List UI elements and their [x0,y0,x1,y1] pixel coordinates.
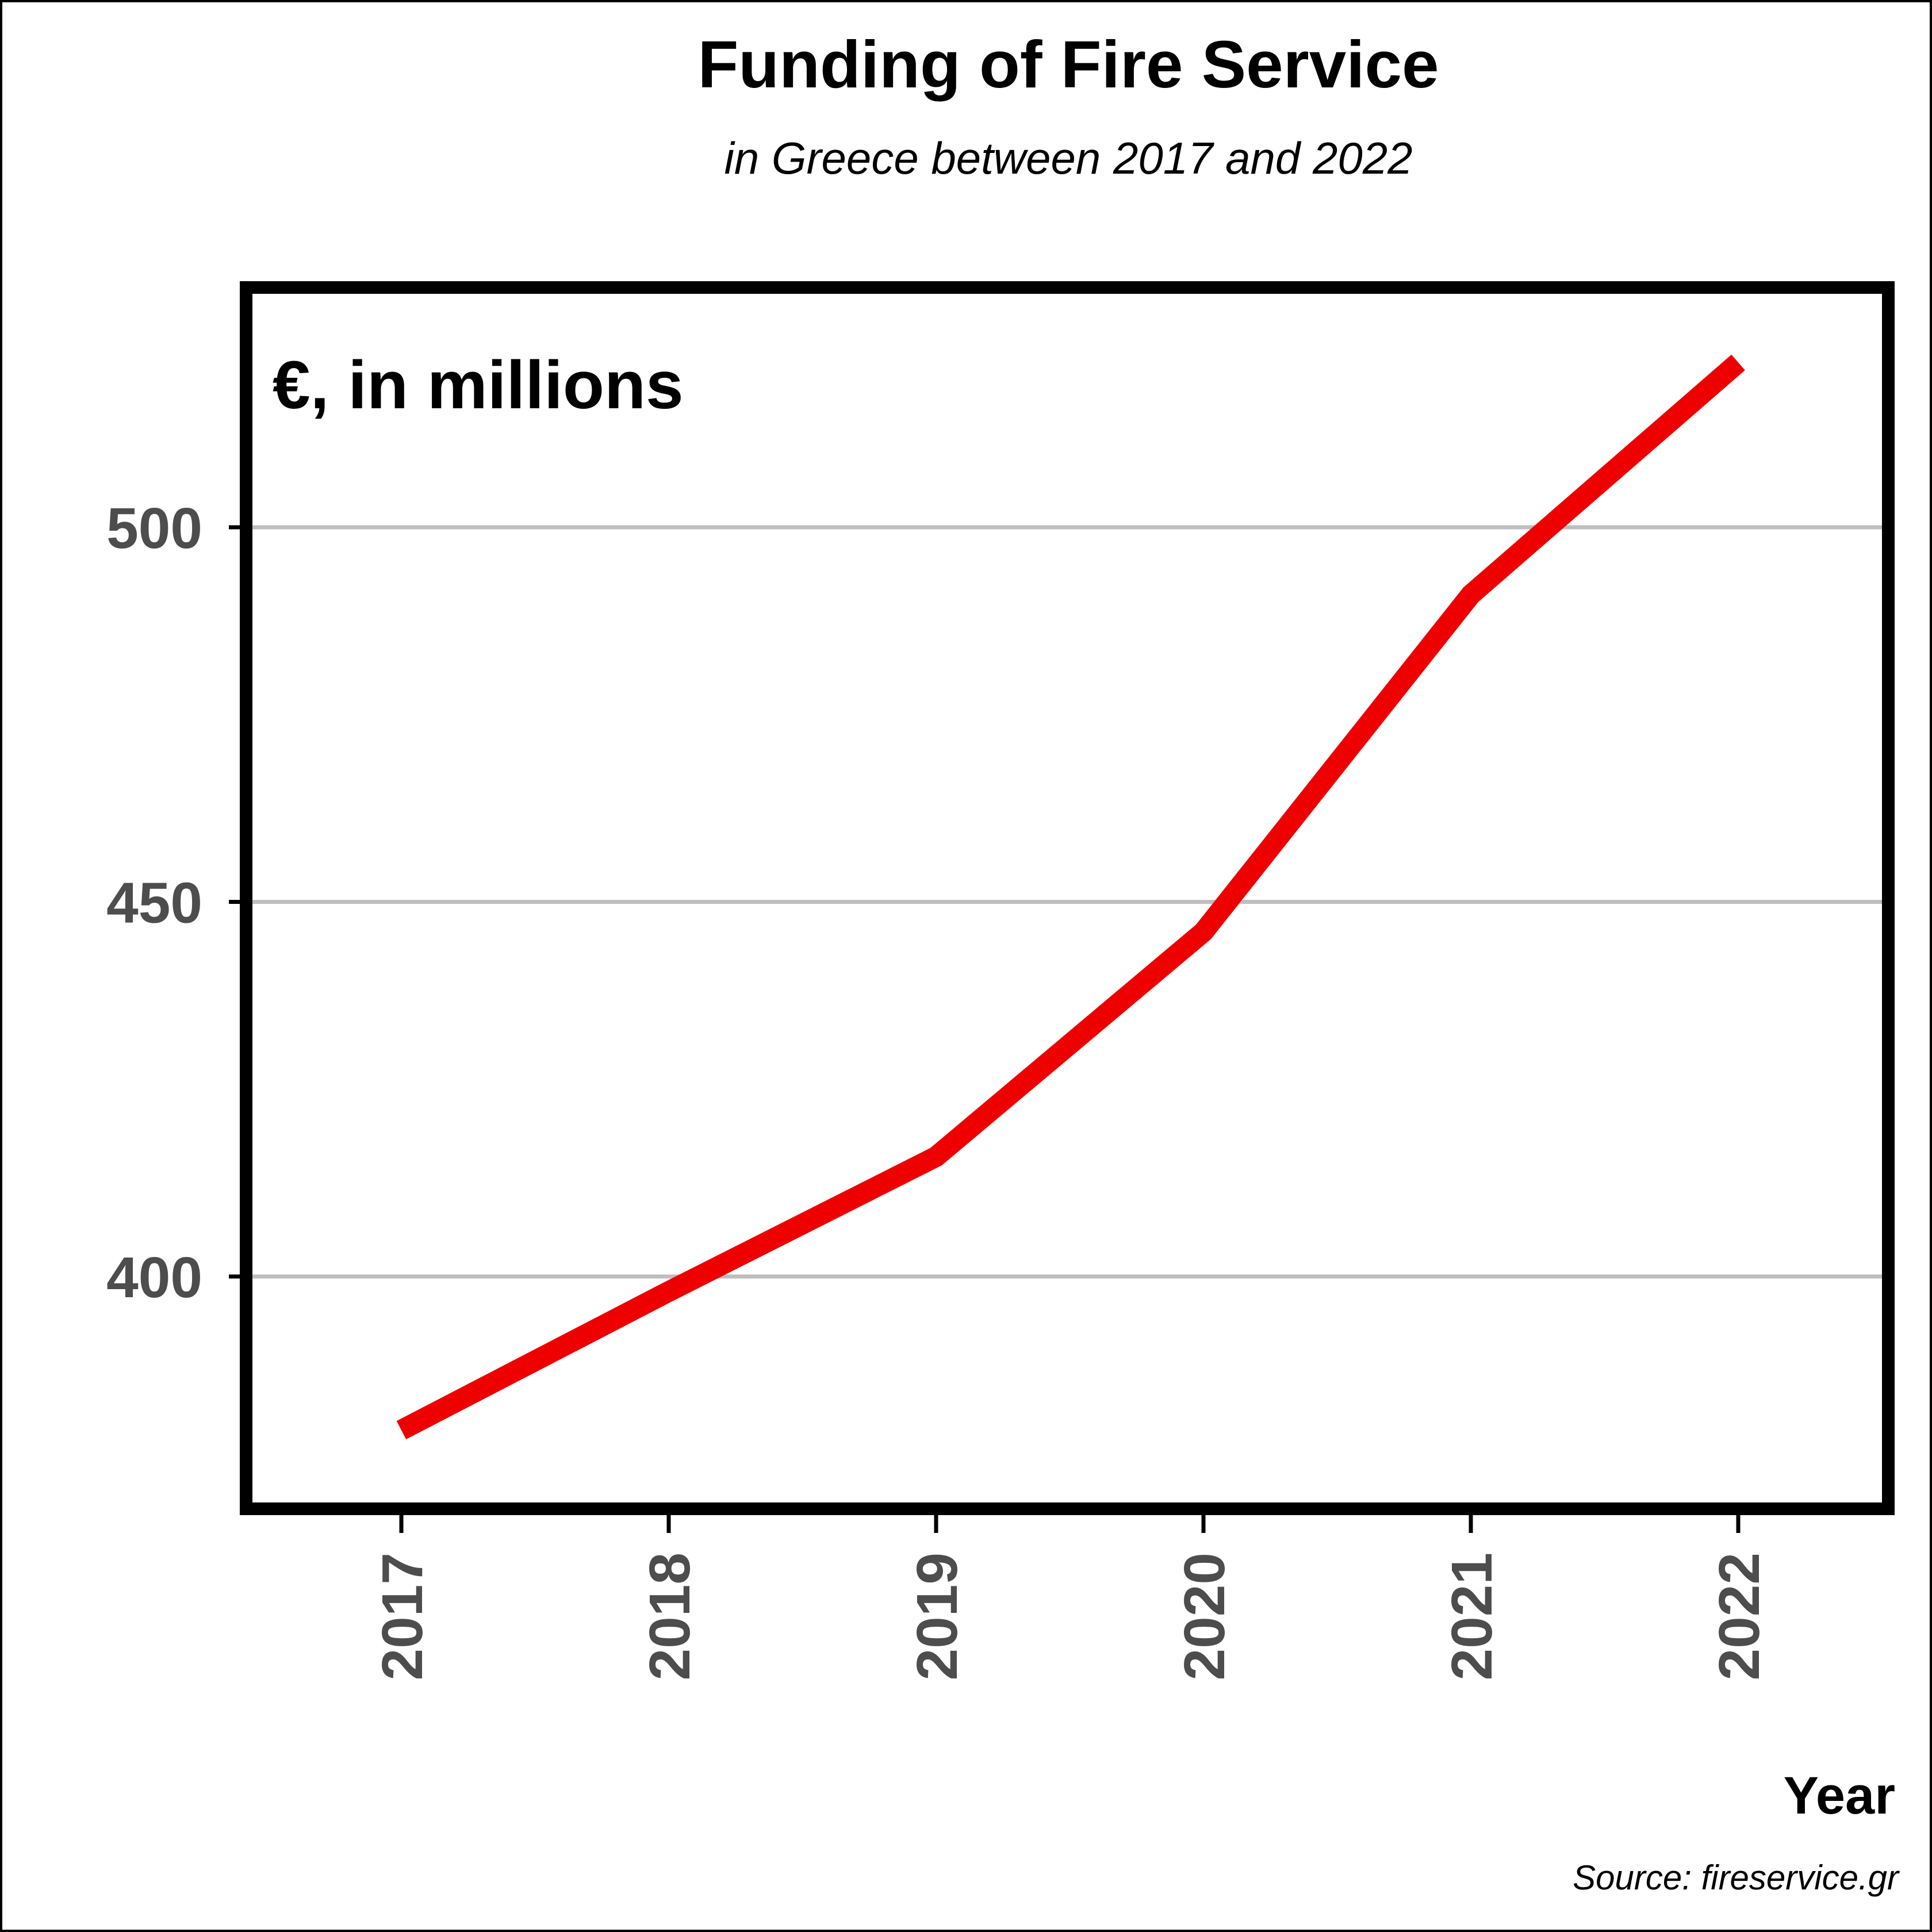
series-layer [396,354,1745,1440]
y-tick-label: 450 [106,871,202,936]
y-tick-label: 400 [106,1245,202,1310]
chart-title: Funding of Fire Service [697,27,1439,102]
series-line [396,354,1745,1440]
x-tick-label: 2018 [638,1552,702,1680]
y-axis: 400 450 500 [106,496,240,1310]
grid-lines [246,525,1888,1279]
plot-frame [240,281,1895,1515]
source-note: Source: fireservice.gr [1573,1858,1900,1897]
chart-subtitle: in Greece between 2017 and 2022 [724,133,1413,183]
unit-label: €, in millions [273,347,684,423]
x-tick-label: 2020 [1172,1552,1237,1680]
x-tick-label: 2019 [905,1552,969,1680]
x-axis-title: Year [1784,1766,1895,1825]
y-tick-label: 500 [106,496,202,561]
x-tick-label: 2022 [1707,1552,1772,1680]
x-axis: 2017 2018 2019 2020 2021 2022 [370,1515,1772,1680]
x-tick-label: 2021 [1440,1552,1504,1680]
x-tick-label: 2017 [370,1552,435,1680]
